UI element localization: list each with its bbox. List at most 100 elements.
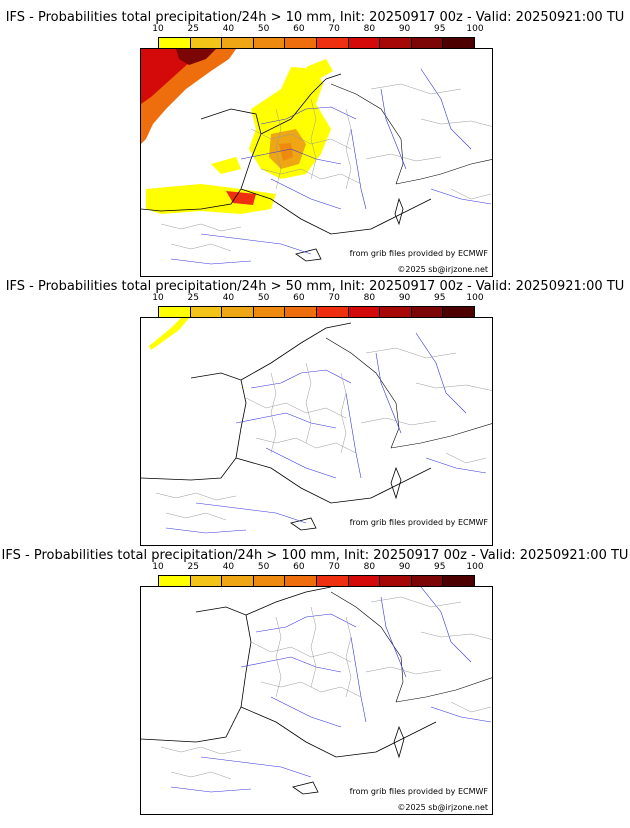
colorbar-segment — [380, 576, 412, 588]
colorbar-tick-label: 70 — [328, 293, 340, 303]
credit-source: from grib files provided by ECMWF — [349, 249, 488, 258]
colorbar-ticks: 10 25 40 50 60 70 80 90 95 100 — [152, 562, 483, 574]
precip-map — [141, 587, 492, 795]
colorbar-tick-label: 95 — [434, 562, 446, 572]
credit-copyright: ©2025 sb@irjzone.net — [397, 265, 488, 274]
colorbar-segment — [253, 38, 286, 50]
colorbar-tick-label: 25 — [187, 24, 199, 34]
colorbar-segment — [348, 307, 381, 319]
precip-area-pyrenees-core — [226, 191, 256, 205]
colorbar-segment — [253, 307, 286, 319]
colorbar-segment — [253, 576, 286, 588]
colorbar-segment — [411, 576, 444, 588]
colorbar-tick-label: 10 — [152, 293, 164, 303]
colorbar-tick-label: 10 — [152, 562, 164, 572]
admin-boundaries — [160, 596, 492, 780]
borders — [330, 591, 492, 703]
credit-source: from grib files provided by ECMWF — [349, 787, 488, 796]
colorbar-ticks: 10 25 40 50 60 70 80 90 95 100 — [152, 24, 483, 36]
colorbar-ticks: 10 25 40 50 60 70 80 90 95 100 — [152, 293, 483, 305]
precip-area-west — [211, 157, 241, 174]
rivers — [165, 332, 487, 534]
colorbar-tick-label: 60 — [293, 293, 305, 303]
colorbar-tick-label: 40 — [222, 24, 235, 34]
colorbar-segment — [190, 38, 223, 50]
colorbar-segment — [348, 576, 381, 588]
map-panel-10mm: IFS - Probabilities total precipitation/… — [0, 10, 630, 282]
colorbar-segment — [285, 576, 317, 588]
colorbar-segment — [222, 576, 254, 588]
colorbar-segment — [190, 307, 223, 319]
colorbar-segment — [159, 307, 191, 319]
colorbar-tick-label: 50 — [257, 562, 270, 572]
colorbar-segment — [348, 38, 381, 50]
colorbar-tick-label: 60 — [293, 24, 305, 34]
credit-source: from grib files provided by ECMWF — [349, 518, 488, 527]
colorbar-segment — [222, 307, 254, 319]
colorbar-tick-label: 100 — [466, 562, 484, 572]
rivers — [170, 68, 492, 265]
colorbar-tick-label: 25 — [187, 562, 199, 572]
map-panel-100mm: IFS - Probabilities total precipitation/… — [0, 548, 630, 820]
precip-map — [141, 318, 492, 534]
colorbar-segment — [285, 307, 317, 319]
credit-copyright: ©2025 sb@irjzone.net — [397, 803, 488, 812]
coastlines — [141, 322, 432, 531]
colorbar-tick-label: 40 — [222, 293, 235, 303]
precip-area-central-core — [279, 143, 293, 161]
colorbar-segment — [380, 38, 412, 50]
admin-boundaries — [155, 347, 492, 521]
colorbar-tick-label: 80 — [363, 24, 376, 34]
colorbar-tick-label: 100 — [466, 293, 484, 303]
colorbar — [158, 306, 475, 320]
panel-title: IFS - Probabilities total precipitation/… — [1, 548, 629, 563]
colorbar-segment — [443, 38, 474, 50]
colorbar-tick-label: 70 — [328, 562, 340, 572]
colorbar-segment — [285, 38, 317, 50]
rivers — [170, 587, 492, 793]
colorbar-segment — [190, 576, 223, 588]
map-panel-50mm: IFS - Probabilities total precipitation/… — [0, 279, 630, 551]
coastlines — [141, 73, 432, 262]
colorbar-tick-label: 80 — [363, 562, 376, 572]
map-frame: from grib files provided by ECMWF ©2025 … — [140, 48, 493, 277]
colorbar-segment — [316, 576, 349, 588]
admin-boundaries — [160, 83, 492, 252]
colorbar-tick-label: 90 — [398, 24, 411, 34]
colorbar-segment — [411, 38, 444, 50]
colorbar-tick-label: 25 — [187, 293, 199, 303]
colorbar-tick-label: 90 — [398, 293, 411, 303]
colorbar-tick-label: 10 — [152, 24, 164, 34]
colorbar — [158, 37, 475, 51]
precip-area-northeast — [306, 59, 333, 79]
map-frame: from grib files provided by ECMWF — [140, 317, 493, 546]
map-frame: from grib files provided by ECMWF ©2025 … — [140, 586, 493, 815]
colorbar-segment — [222, 38, 254, 50]
colorbar-segment — [316, 38, 349, 50]
colorbar-tick-label: 50 — [257, 24, 270, 34]
colorbar-segment — [159, 576, 191, 588]
borders — [330, 83, 492, 185]
borders — [325, 337, 492, 449]
colorbar-segment — [159, 38, 191, 50]
colorbar-tick-label: 60 — [293, 562, 305, 572]
panel-title: IFS - Probabilities total precipitation/… — [5, 279, 625, 294]
colorbar-segment — [380, 307, 412, 319]
colorbar-tick-label: 50 — [257, 293, 270, 303]
colorbar-segment — [411, 307, 444, 319]
colorbar-tick-label: 90 — [398, 562, 411, 572]
colorbar-tick-label: 40 — [222, 562, 235, 572]
colorbar-tick-label: 70 — [328, 24, 340, 34]
colorbar-tick-label: 80 — [363, 293, 376, 303]
coastlines — [141, 587, 437, 795]
precip-area-pyrenees — [146, 184, 276, 214]
precip-map — [141, 49, 492, 265]
colorbar-tick-label: 95 — [434, 24, 446, 34]
colorbar-tick-label: 95 — [434, 293, 446, 303]
colorbar — [158, 575, 475, 589]
precip-area-channel-peak — [176, 49, 216, 65]
precip-area-channel — [149, 318, 189, 350]
colorbar-segment — [316, 307, 349, 319]
colorbar-tick-label: 100 — [466, 24, 484, 34]
colorbar-segment — [443, 307, 474, 319]
